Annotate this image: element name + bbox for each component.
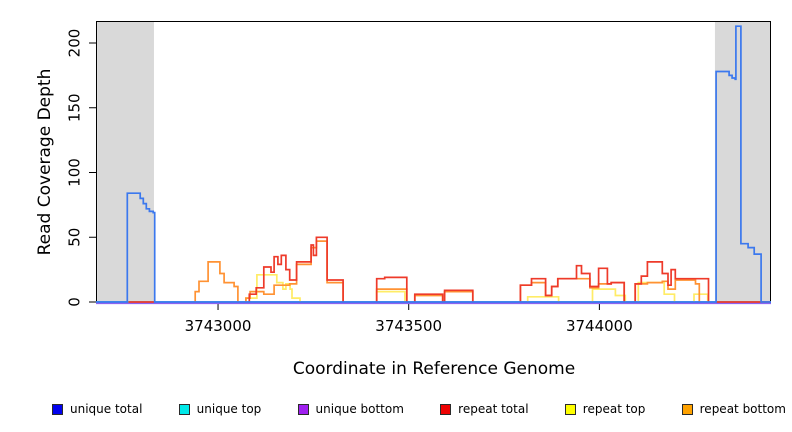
series-repeat-bottom-path <box>519 277 626 302</box>
y-tick-label: 150 <box>65 93 83 122</box>
series-repeat-top-path <box>526 295 560 302</box>
series-lines <box>96 25 771 305</box>
legend-label: repeat bottom <box>699 402 786 416</box>
legend-label: repeat total <box>458 402 529 416</box>
legend-swatch-repeat-bottom <box>681 403 693 415</box>
shaded-region <box>714 21 771 303</box>
series-repeat-top-path <box>693 293 709 302</box>
shaded-region <box>97 21 154 303</box>
series-repeat-top-path <box>375 290 406 302</box>
y-tick-label: 50 <box>65 228 83 247</box>
y-tick-label: 100 <box>65 158 83 187</box>
legend-label: unique top <box>196 402 262 416</box>
y-tick-label: 200 <box>65 29 83 58</box>
legend-label: unique total <box>70 402 143 416</box>
series-repeat-top-path <box>637 281 676 302</box>
series-repeat-total-path <box>375 276 408 302</box>
legend-swatch-unique-total <box>52 403 63 415</box>
series-repeat-total-path <box>413 293 444 302</box>
legend-label: repeat top <box>582 402 646 416</box>
series-repeat-total-path <box>519 264 626 302</box>
legend-item-repeat-total: repeat total <box>440 402 529 416</box>
x-tick-label: 3744000 <box>566 317 633 335</box>
plot-border <box>96 21 771 303</box>
series-repeat-top-path <box>591 288 627 302</box>
series-repeat-bottom-path <box>413 294 444 302</box>
legend-item-unique-bottom: unique bottom <box>297 402 404 416</box>
shaded-regions <box>97 21 771 303</box>
legend-swatch-repeat-top <box>564 403 576 415</box>
series-repeat-top-path <box>245 273 301 302</box>
legend-swatch-unique-top <box>178 403 190 415</box>
legend-item-unique-top: unique top <box>178 402 262 416</box>
series-repeat-bottom-path <box>443 290 474 302</box>
series-repeat-bottom-path <box>245 240 344 302</box>
series-repeat-total-path <box>443 289 474 302</box>
series-repeat-bottom-path <box>194 261 239 302</box>
y-axis-title: Read Coverage Depth <box>35 68 55 256</box>
x-tick-label: 3743500 <box>375 317 442 335</box>
y-tick-label: 0 <box>65 297 83 307</box>
axes: 0 50 100 150 200 3743000 3743500 3744000 <box>65 21 771 335</box>
legend-item-unique-total: unique total <box>52 402 142 416</box>
series-unique-total-path <box>96 25 771 303</box>
series-repeat-total-path <box>248 236 344 302</box>
legend-item-repeat-top: repeat top <box>564 402 646 416</box>
x-axis-title: Coordinate in Reference Genome <box>292 359 576 379</box>
legend-item-repeat-bottom: repeat bottom <box>681 402 786 416</box>
legend-label: unique bottom <box>315 402 404 416</box>
legend: unique total unique top unique bottom repea… <box>52 397 786 421</box>
x-tick-label: 3743000 <box>185 317 252 335</box>
legend-swatch-repeat-total <box>440 403 452 415</box>
series-repeat-total-path <box>634 261 710 302</box>
legend-swatch-unique-bottom <box>297 403 309 415</box>
